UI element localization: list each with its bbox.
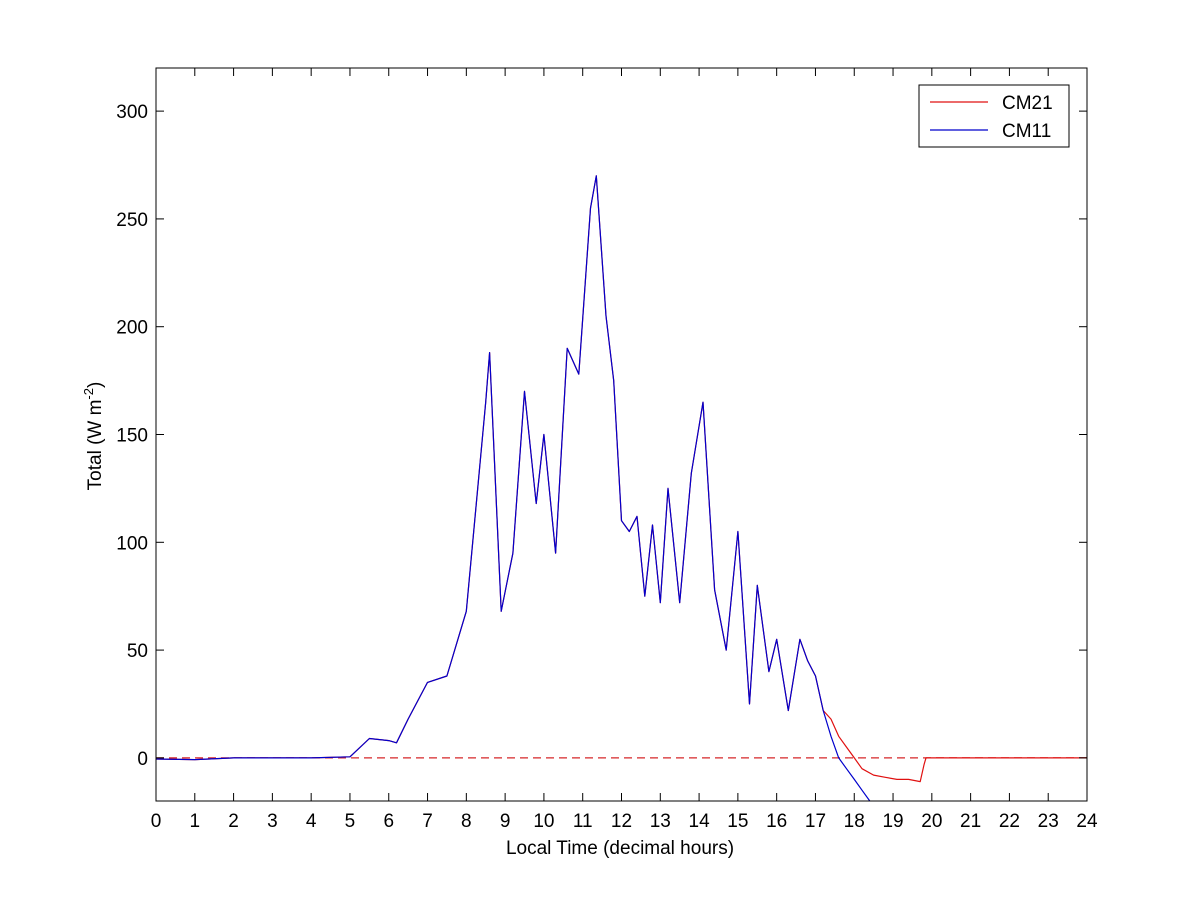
x-tick-label: 21 — [960, 811, 981, 832]
y-tick-label: 250 — [116, 210, 148, 231]
y-tick-label: 50 — [127, 641, 148, 662]
x-tick-label: 3 — [267, 811, 278, 832]
x-tick-label: 19 — [882, 811, 903, 832]
legend-label-cm21: CM21 — [1002, 93, 1053, 114]
x-tick-label: 14 — [689, 811, 711, 832]
legend-label-cm11: CM11 — [1002, 121, 1051, 142]
legend-box — [918, 84, 1070, 148]
x-tick-label: 22 — [999, 811, 1020, 832]
x-tick-label: 18 — [844, 811, 865, 832]
x-tick-label: 1 — [190, 811, 201, 832]
y-tick-label: 100 — [116, 533, 148, 554]
x-tick-label: 5 — [345, 811, 356, 832]
x-tick-label: 17 — [805, 811, 826, 832]
x-axis: 0 1 2 3 4 5 6 7 8 9 10 11 12 13 14 15 16 17 18 19 20 21 22 23 24 — [151, 68, 1098, 832]
legend: CM21 CM11 — [918, 84, 1070, 148]
y-tick-label: 0 — [137, 749, 148, 770]
x-tick-label: 16 — [766, 811, 787, 832]
x-tick-label: 15 — [727, 811, 748, 832]
x-tick-label: 23 — [1038, 811, 1059, 832]
y-axis-label-superscript: -2 — [81, 388, 96, 400]
x-tick-label: 12 — [611, 811, 632, 832]
y-axis-label-main: Total (W m — [85, 400, 106, 491]
x-tick-label: 2 — [228, 811, 239, 832]
y-tick-label: 300 — [116, 102, 148, 123]
x-tick-label: 6 — [383, 811, 394, 832]
x-tick-label: 9 — [500, 811, 511, 832]
x-tick-label: 4 — [306, 811, 317, 832]
y-axis: 0 50 100 150 200 250 300 — [116, 102, 1087, 770]
x-tick-label: 7 — [422, 811, 433, 832]
series-line-cm11 — [156, 175, 871, 801]
x-tick-label: 10 — [533, 811, 554, 832]
x-tick-label: 13 — [650, 811, 671, 832]
y-tick-label: 150 — [116, 426, 148, 447]
y-axis-label-close: ) — [85, 382, 106, 388]
y-axis-label: Total (W m-2) — [81, 382, 106, 491]
y-tick-label: 200 — [116, 318, 148, 339]
x-tick-label: 0 — [151, 811, 162, 832]
x-tick-label: 8 — [461, 811, 472, 832]
x-tick-label: 20 — [921, 811, 942, 832]
x-tick-label: 11 — [573, 811, 593, 832]
x-axis-label: Local Time (decimal hours) — [506, 838, 734, 859]
x-tick-label: 24 — [1076, 811, 1098, 832]
